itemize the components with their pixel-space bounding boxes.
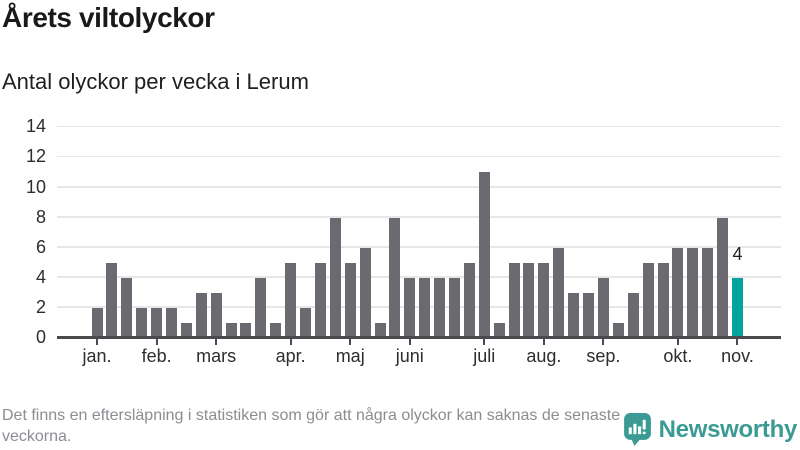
bar [508, 262, 520, 338]
bar [538, 262, 550, 338]
bar [285, 262, 297, 338]
x-axis-tick [602, 338, 605, 345]
bar [359, 247, 371, 338]
bar-highlighted [731, 277, 743, 338]
bar [389, 217, 401, 338]
bar [463, 262, 475, 338]
gridline [57, 246, 781, 248]
bar [448, 277, 460, 338]
bar [344, 262, 356, 338]
gridline [57, 306, 781, 308]
x-axis-tick [215, 338, 218, 345]
bar [419, 277, 431, 338]
x-axis-tick [736, 338, 739, 345]
y-axis-label: 0 [35, 327, 46, 347]
bar [180, 322, 192, 338]
bar-chart: 0 2 4 6 8 10 12 14 jan. feb. mars apr. maj juni juli au… [25, 116, 781, 366]
y-axis-label: 4 [35, 266, 46, 287]
chart-title: Årets viltolyckor [2, 2, 215, 33]
bar [583, 292, 595, 338]
bar [553, 247, 565, 338]
bar [568, 292, 580, 338]
bar [597, 277, 609, 338]
x-axis-label: aug. [526, 346, 562, 366]
bar [523, 262, 535, 338]
x-axis-tick [349, 338, 352, 345]
bar [434, 277, 446, 338]
gridline [57, 216, 781, 218]
bar [225, 322, 237, 338]
y-axis-label: 10 [25, 176, 46, 197]
x-axis-label: juni [395, 346, 424, 366]
y-axis-label: 2 [35, 296, 46, 317]
y-axis-label: 6 [35, 236, 46, 257]
gridline [57, 155, 781, 158]
x-axis-label: mars [196, 346, 237, 366]
x-axis-label: apr. [275, 346, 306, 366]
bar [210, 292, 222, 338]
bar [300, 307, 312, 338]
y-axis-label: 14 [25, 116, 46, 137]
bar [151, 307, 163, 338]
bar [627, 292, 639, 338]
x-axis-label: maj [335, 346, 365, 366]
y-axis-label: 8 [35, 206, 46, 227]
x-axis-tick [542, 338, 545, 345]
gridline [57, 186, 781, 188]
bar [657, 262, 669, 338]
x-axis-tick [155, 338, 158, 345]
bar [240, 322, 252, 338]
bar [687, 247, 699, 338]
bar [478, 172, 490, 338]
bar [91, 307, 103, 338]
footnote: Det finns en eftersläpning i statistiken… [2, 407, 621, 445]
bar [612, 322, 624, 338]
bar [702, 247, 714, 338]
bar [270, 322, 282, 338]
bar [136, 307, 148, 338]
bar [404, 277, 416, 338]
x-axis-label: nov. [721, 346, 754, 366]
bar [165, 307, 177, 338]
bar-value-annotation: 4 [732, 243, 743, 264]
x-axis-line [57, 336, 781, 339]
x-axis-tick [96, 338, 98, 345]
bar [195, 292, 207, 338]
bar [717, 217, 729, 338]
x-axis-label: feb. [141, 346, 172, 366]
bar [642, 262, 654, 338]
x-axis-label: juli [473, 346, 496, 366]
bar [106, 262, 118, 338]
x-axis-label: jan. [82, 346, 112, 366]
newsworthy-logo: Newsworthy [623, 413, 798, 446]
x-axis-tick [676, 338, 679, 345]
x-axis-tick [408, 338, 411, 345]
x-axis-tick [483, 338, 486, 345]
bar [374, 322, 386, 338]
chart-subtitle: Antal olyckor per vecka i Lerum [2, 69, 309, 94]
x-axis-tick [289, 338, 292, 345]
bar [314, 262, 326, 338]
y-axis-label: 12 [25, 146, 46, 167]
gridline [57, 125, 781, 128]
x-axis-label: sep. [586, 346, 621, 366]
bar [329, 217, 341, 338]
x-axis-label: okt. [663, 346, 693, 366]
gridline [57, 276, 781, 278]
bar [672, 247, 684, 338]
bar [255, 277, 267, 338]
bar [121, 277, 133, 338]
newsworthy-icon [623, 413, 651, 446]
bar [493, 322, 505, 338]
brand-name: Newsworthy [658, 415, 798, 443]
